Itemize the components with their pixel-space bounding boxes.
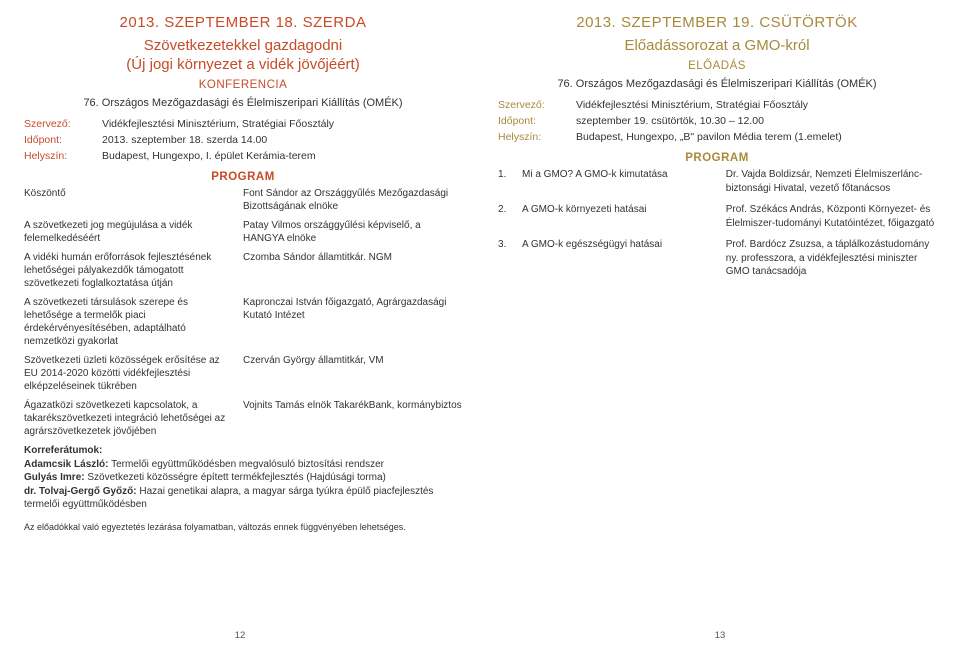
program-topic: A vidéki humán erőforrások fejlesztéséne… [24,251,243,290]
right-date: 2013. SZEPTEMBER 19. CSÜTÖRTÖK [498,14,936,31]
program-header: PROGRAM [498,152,936,164]
program-num: 1. [498,168,522,195]
program-speaker: Prof. Bardócz Zsuzsa, a táplálkozástudom… [726,238,936,279]
program-row: 3.A GMO-k egészségügyi hatásaiProf. Bard… [498,238,936,279]
korr-block: Korreferátumok: Adamcsik László: Termelő… [24,444,462,512]
program-row: A vidéki humán erőforrások fejlesztéséne… [24,251,462,290]
left-program-list: KöszöntőFont Sándor az Országgyűlés Mező… [24,187,462,438]
program-topic: A GMO-k egészségügyi hatásai [522,238,726,279]
program-speaker: Prof. Székács András, Központi Környezet… [726,203,936,230]
program-num: 2. [498,203,522,230]
meta-label: Helyszín: [498,130,576,144]
meta-row-place: Helyszín: Budapest, Hungexpo, I. épület … [24,149,462,163]
program-num: 3. [498,238,522,279]
left-date: 2013. SZEPTEMBER 18. SZERDA [24,14,462,31]
program-speaker: Kapronczai István főigazgató, Agrárgazda… [243,296,462,348]
korr-name: Adamcsik László: [24,459,108,470]
meta-label: Helyszín: [24,149,102,163]
meta-row-time: Időpont: szeptember 19. csütörtök, 10.30… [498,114,936,128]
program-row: Ágazatközi szövetkezeti kapcsolatok, a t… [24,399,462,438]
korr-item: Gulyás Imre: Szövetkezeti közösségre épí… [24,471,462,485]
program-speaker: Dr. Vajda Boldizsár, Nemzeti Élelmiszerl… [726,168,936,195]
program-topic: A GMO-k környezeti hatásai [522,203,726,230]
program-row: 2.A GMO-k környezeti hatásaiProf. Székác… [498,203,936,230]
meta-val: Budapest, Hungexpo, „B" pavilon Média te… [576,130,936,144]
korr-name: Gulyás Imre: [24,472,85,483]
meta-label: Időpont: [24,133,102,147]
meta-val: Vidékfejlesztési Minisztérium, Stratégia… [102,117,462,131]
meta-label: Szervező: [498,98,576,112]
program-topic: A szövetkezeti társulások szerepe és leh… [24,296,243,348]
korr-header: Korreferátumok: [24,444,462,458]
left-title-1: Szövetkezetekkel gazdagodni [24,37,462,56]
korr-text: Termelői együttműködésben megvalósuló bi… [108,459,384,470]
program-topic: Szövetkezeti üzleti közösségek erősítése… [24,354,243,393]
left-title-2: (Új jogi környezet a vidék jövőjéért) [24,56,462,75]
korr-item: dr. Tolvaj-Gergő Győző: Hazai genetikai … [24,485,462,512]
left-subtype: KONFERENCIA [24,79,462,91]
meta-label: Szervező: [24,117,102,131]
footnote: Az előadókkal való egyeztetés lezárása f… [24,522,462,532]
meta-val: Vidékfejlesztési Minisztérium, Stratégia… [576,98,936,112]
program-speaker: Patay Vilmos országgyűlési képviselő, a … [243,219,462,245]
page-number: 12 [235,630,246,641]
left-venue: 76. Országos Mezőgazdasági és Élelmiszer… [24,97,462,109]
meta-val: 2013. szeptember 18. szerda 14.00 [102,133,462,147]
page-number: 13 [715,630,726,641]
meta-val: szeptember 19. csütörtök, 10.30 – 12.00 [576,114,936,128]
korr-item: Adamcsik László: Termelői együttműködésb… [24,458,462,472]
korr-text: Szövetkezeti közösségre épített termékfe… [85,472,386,483]
program-row: Szövetkezeti üzleti közösségek erősítése… [24,354,462,393]
program-row: KöszöntőFont Sándor az Országgyűlés Mező… [24,187,462,213]
program-topic: Mi a GMO? A GMO-k kimutatása [522,168,726,195]
program-row: 1.Mi a GMO? A GMO-k kimutatásaDr. Vajda … [498,168,936,195]
meta-label: Időpont: [498,114,576,128]
program-speaker: Font Sándor az Országgyűlés Mezőgazdaság… [243,187,462,213]
program-row: A szövetkezeti jog megújulása a vidék fe… [24,219,462,245]
program-speaker: Czomba Sándor államtitkár. NGM [243,251,462,290]
program-topic: A szövetkezeti jog megújulása a vidék fe… [24,219,243,245]
right-title: Előadássorozat a GMO-król [498,37,936,56]
korr-list: Adamcsik László: Termelői együttműködésb… [24,458,462,512]
korr-name: dr. Tolvaj-Gergő Győző: [24,486,137,497]
left-page: 2013. SZEPTEMBER 18. SZERDA Szövetkezete… [0,0,480,655]
spread: 2013. SZEPTEMBER 18. SZERDA Szövetkezete… [0,0,960,655]
program-topic: Ágazatközi szövetkezeti kapcsolatok, a t… [24,399,243,438]
program-topic: Köszöntő [24,187,243,213]
meta-row-organizer: Szervező: Vidékfejlesztési Minisztérium,… [498,98,936,112]
program-speaker: Czerván György államtitkár, VM [243,354,462,393]
meta-row-place: Helyszín: Budapest, Hungexpo, „B" pavilo… [498,130,936,144]
right-venue: 76. Országos Mezőgazdasági és Élelmiszer… [498,78,936,90]
right-subtype: ELŐADÁS [498,60,936,72]
right-program-list: 1.Mi a GMO? A GMO-k kimutatásaDr. Vajda … [498,168,936,279]
program-row: A szövetkezeti társulások szerepe és leh… [24,296,462,348]
meta-row-time: Időpont: 2013. szeptember 18. szerda 14.… [24,133,462,147]
meta-row-organizer: Szervező: Vidékfejlesztési Minisztérium,… [24,117,462,131]
right-page: 2013. SZEPTEMBER 19. CSÜTÖRTÖK Előadásso… [480,0,960,655]
program-header: PROGRAM [24,171,462,183]
program-speaker: Vojnits Tamás elnök TakarékBank, kormány… [243,399,462,438]
meta-val: Budapest, Hungexpo, I. épület Kerámia-te… [102,149,462,163]
